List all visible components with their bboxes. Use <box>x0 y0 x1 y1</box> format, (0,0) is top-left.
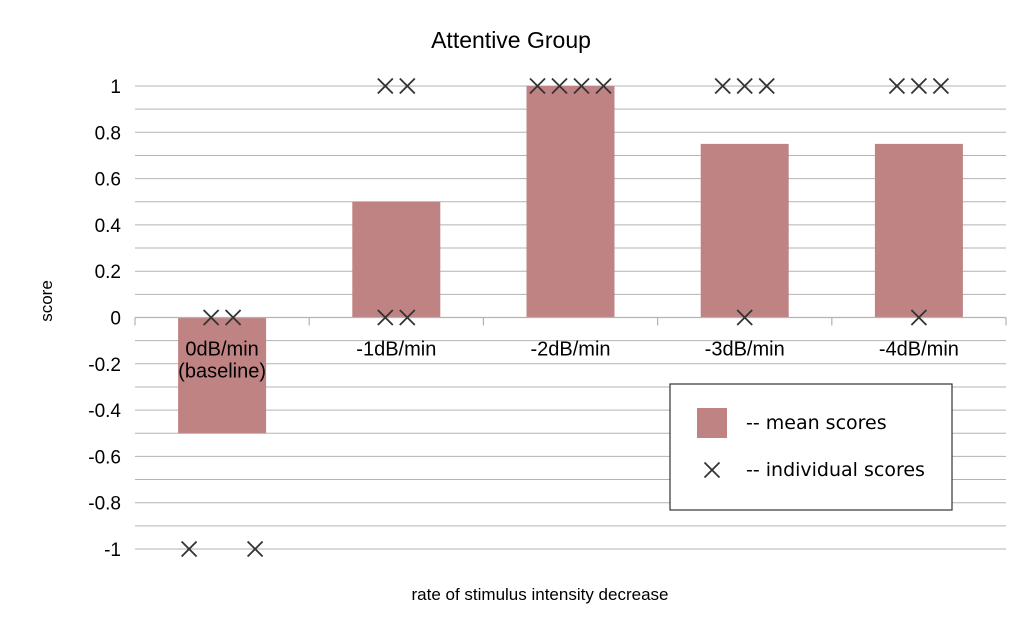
individual-score-marker <box>714 77 731 95</box>
individual-score-marker <box>736 77 753 95</box>
y-tick-label: 0.4 <box>95 216 122 237</box>
individual-score-marker <box>224 309 242 326</box>
bar <box>526 86 615 318</box>
x-category-label: -2dB/min <box>530 339 610 361</box>
x-category-label: -3dB/min <box>705 339 785 361</box>
x-axis-category-labels: 0dB/min(baseline) -1dB/min -2dB/min -3dB/mi… <box>178 339 959 383</box>
legend-label-individual: -- individual scores <box>746 459 925 481</box>
individual-score-marker <box>888 77 906 95</box>
x-category-label: (baseline) <box>178 361 266 383</box>
y-tick-label: -0.2 <box>88 355 121 376</box>
x-category-label: 0dB/min <box>185 339 258 361</box>
individual-score-marker <box>736 309 753 326</box>
legend-marker-individual <box>703 461 721 479</box>
legend-x-marker <box>703 461 721 479</box>
y-tick-label: 0.2 <box>95 262 121 283</box>
y-tick-label: -0.4 <box>88 401 121 422</box>
individual-score-marker <box>246 540 264 558</box>
individual-score-marker <box>573 77 590 95</box>
individual-score-marker <box>932 77 950 95</box>
x-axis-label: rate of stimulus intensity decrease <box>411 585 668 604</box>
x-category-label: -4dB/min <box>879 339 959 361</box>
y-axis-label: score <box>37 280 56 322</box>
x-axis-line <box>134 316 1007 326</box>
individual-score-marker <box>551 77 568 95</box>
individual-score-marker <box>910 309 928 326</box>
individual-score-marker <box>910 77 928 95</box>
bar <box>178 317 267 434</box>
y-tick-label: 0 <box>110 309 121 330</box>
individual-score-marker <box>529 77 546 95</box>
individual-score-marker <box>377 309 394 326</box>
individual-score-marker <box>399 309 416 326</box>
legend-box <box>669 383 953 511</box>
individual-score-marker <box>595 77 612 95</box>
bar <box>874 143 963 318</box>
legend-label-mean: -- mean scores <box>746 412 887 434</box>
y-axis-ticks: 1 0.8 0.6 0.4 0.2 0 -0.2 -0.4 -0.6 -0.8 -1 <box>88 77 121 561</box>
y-tick-label: 1 <box>110 77 121 98</box>
bar <box>352 201 441 318</box>
individual-score-marker <box>377 77 394 95</box>
bar <box>700 143 789 318</box>
legend: -- mean scores -- individual scores <box>669 383 953 511</box>
individual-score-marker <box>180 540 198 558</box>
y-tick-label: -0.6 <box>88 447 121 468</box>
y-tick-label: -0.8 <box>88 494 121 515</box>
y-tick-label: 0.8 <box>95 123 121 144</box>
individual-score-markers <box>180 77 950 558</box>
bars <box>178 86 963 434</box>
individual-score-marker <box>758 77 775 95</box>
y-tick-label: 0.6 <box>95 170 121 191</box>
individual-score-marker <box>399 77 416 95</box>
y-tick-label: -1 <box>104 540 121 561</box>
individual-score-marker <box>202 309 220 326</box>
legend-swatch-mean <box>697 408 727 438</box>
chart-title: Attentive Group <box>431 27 591 53</box>
x-category-label: -1dB/min <box>356 339 436 361</box>
